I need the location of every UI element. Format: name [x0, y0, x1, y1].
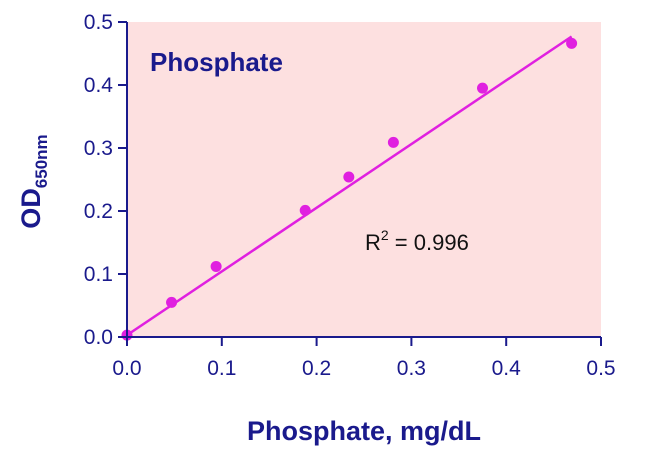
x-tick-label: 0.1 — [207, 357, 236, 380]
fit-line — [126, 35, 573, 337]
chart-title: Phosphate — [150, 47, 283, 77]
r-squared-value: = 0.996 — [389, 230, 469, 255]
y-axis-ticks: 0.0 0.1 0.2 0.3 0.4 0.5 — [84, 11, 127, 349]
y-tick-label: 0.0 — [84, 326, 113, 349]
fit-line-layer — [126, 35, 573, 337]
y-tick-label: 0.4 — [84, 74, 114, 97]
x-tick-label: 0.3 — [397, 357, 426, 380]
y-tick-label: 0.2 — [84, 200, 113, 223]
data-point — [166, 296, 178, 308]
data-point — [477, 82, 488, 94]
y-tick-label: 0.5 — [84, 11, 113, 34]
r-squared-prefix: R — [365, 230, 381, 255]
data-point — [387, 136, 399, 148]
r-squared-superscript: 2 — [381, 227, 389, 243]
x-tick-label: 0.5 — [586, 357, 615, 380]
x-tick-label: 0.2 — [302, 357, 331, 380]
data-point — [566, 37, 578, 49]
data-point — [210, 260, 222, 272]
y-axis-title-subscript: 650nm — [32, 134, 51, 188]
x-axis-ticks: 0.0 0.1 0.2 0.3 0.4 0.5 — [112, 337, 616, 380]
x-tick-label: 0.0 — [112, 357, 141, 380]
y-tick-label: 0.1 — [84, 263, 113, 286]
plot-area-background — [127, 22, 601, 337]
y-axis-title-main: OD — [16, 188, 46, 229]
x-tick-label: 0.4 — [492, 357, 522, 380]
y-tick-label: 0.3 — [84, 137, 113, 160]
x-axis-title: Phosphate, mg/dL — [247, 416, 481, 446]
y-axis-title: OD650nm — [16, 134, 51, 228]
data-point — [343, 171, 355, 183]
axes — [126, 22, 601, 338]
data-point — [299, 204, 311, 216]
r-squared-annotation: R2 = 0.996 — [365, 227, 469, 255]
